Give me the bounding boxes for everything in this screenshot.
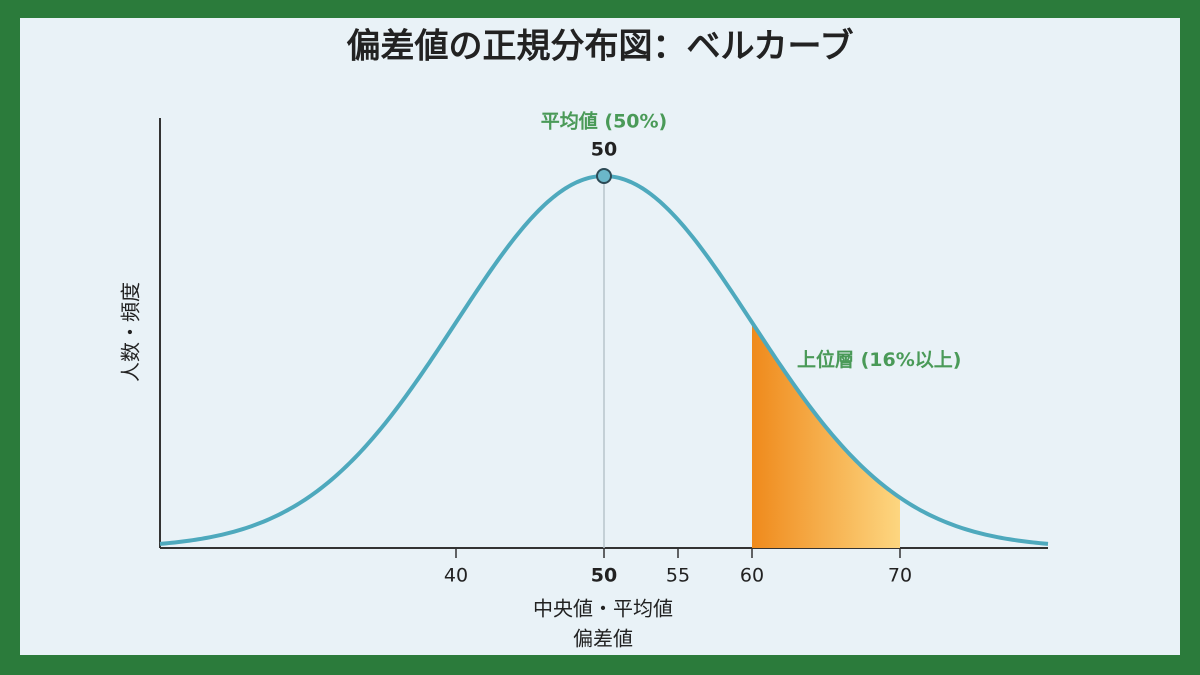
x-axis-label: 中央値・平均値 bbox=[533, 597, 673, 621]
x-tick-label: 55 bbox=[666, 565, 690, 587]
x-axis-label: 偏差値 bbox=[573, 627, 633, 651]
peak-label: 50 bbox=[591, 139, 617, 161]
peak-marker bbox=[596, 168, 612, 184]
x-tick-label: 50 bbox=[591, 565, 617, 587]
x-tick-label: 60 bbox=[740, 565, 764, 587]
x-tick-label: 40 bbox=[444, 565, 468, 587]
chart-title: 偏差値の正規分布図：ベルカーブ bbox=[347, 27, 854, 67]
mean-annotation: 平均値 (50%) bbox=[541, 110, 667, 133]
x-tick-label: 70 bbox=[888, 565, 912, 587]
shade-annotation: 上位層 (16%以上) bbox=[797, 348, 961, 371]
y-axis-label: 人数・頻度 bbox=[119, 282, 143, 382]
